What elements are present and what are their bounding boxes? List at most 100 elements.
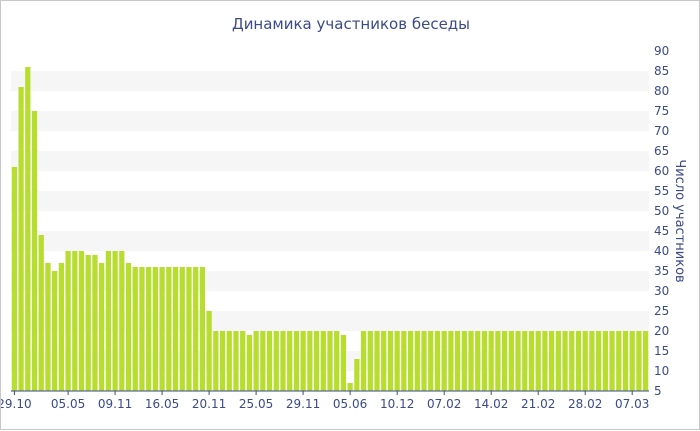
bar [206,311,212,391]
bar [152,267,159,391]
bar [334,331,340,391]
bar [139,267,145,391]
y-tick-label: 85 [654,64,669,78]
bar [65,251,71,391]
bar [602,331,608,391]
x-tick-label: 05.05 [51,397,85,411]
bar [172,267,179,391]
bar [327,331,333,391]
bar [213,331,219,391]
y-tick-label: 5 [654,384,662,398]
bar [488,331,494,391]
x-tick-label: 09.11 [98,397,132,411]
bar [31,111,38,391]
bar [421,331,427,391]
bar [575,331,582,391]
bar [448,331,454,391]
bar [441,331,447,391]
y-tick-label: 25 [654,304,669,318]
bar [481,331,488,391]
bar [72,251,78,391]
bar [266,331,273,391]
bar [307,331,313,391]
y-tick-label: 15 [654,344,669,358]
grid-band [11,71,649,91]
bar [125,263,132,391]
bar [401,331,407,391]
grid-band [11,231,649,251]
x-tick-label: 20.11 [192,397,226,411]
y-tick-label: 80 [654,84,669,98]
y-tick-label: 10 [654,364,669,378]
bar [528,331,535,391]
bar [193,267,199,391]
bar [643,331,649,391]
x-tick-label: 29.11 [286,397,320,411]
bar [609,331,615,391]
bar [260,331,266,391]
x-tick-label: 21.02 [521,397,555,411]
bar [407,331,414,391]
chart-title: Динамика участников беседы [232,15,470,33]
x-tick-label: 16.05 [145,397,179,411]
bar [394,331,400,391]
bar [414,331,420,391]
x-tick-label: 10.12 [380,397,414,411]
bar [515,331,521,391]
y-tick-label: 70 [654,124,669,138]
bar [582,331,588,391]
bar [340,335,347,391]
bar [569,331,575,391]
bar [18,87,24,391]
y-tick-labels: 5 10 15 20 25 30 35 40 45 50 55 60 65 70 75 80 85 90 [654,44,669,398]
x-tick-label: 07.02 [427,397,461,411]
bar [320,331,326,391]
y-tick-label: 40 [654,244,669,258]
bar [347,383,353,391]
bar [381,331,387,391]
y-tick-label: 35 [654,264,669,278]
bar [300,331,306,391]
y-tick-label: 45 [654,224,669,238]
bar [45,263,51,391]
x-tick-label: 14.02 [474,397,508,411]
bar [387,331,394,391]
bar [468,331,474,391]
bar [589,331,595,391]
bar [92,255,98,391]
x-tick-label: 25.05 [239,397,273,411]
y-tick-label: 65 [654,144,669,158]
bar [132,267,138,391]
bar [146,267,152,391]
bar [105,251,111,391]
bar [354,359,360,391]
bar [226,331,232,391]
bar [119,251,125,391]
y-tick-label: 50 [654,204,669,218]
bar [179,267,185,391]
bar [219,331,226,391]
bar [11,167,17,391]
x-tick-label: 28.02 [568,397,602,411]
bar [273,331,279,391]
bar [549,331,555,391]
bar [52,271,58,391]
x-tick-label: 05.06 [333,397,367,411]
bar [280,331,286,391]
bar [233,331,239,391]
bar-series [11,67,649,391]
bar [253,331,259,391]
bar [622,331,629,391]
x-tick-labels: 29.10 05.05 09.11 16.05 20.11 25.05 29.11 05.06… [1,391,649,411]
bar [428,331,434,391]
bar [78,251,85,391]
y-axis-label: Число участников [672,159,687,282]
grid-band [11,111,649,131]
bar [240,331,246,391]
bar [186,267,192,391]
bar [495,331,501,391]
bar [360,331,367,391]
bar [562,331,568,391]
